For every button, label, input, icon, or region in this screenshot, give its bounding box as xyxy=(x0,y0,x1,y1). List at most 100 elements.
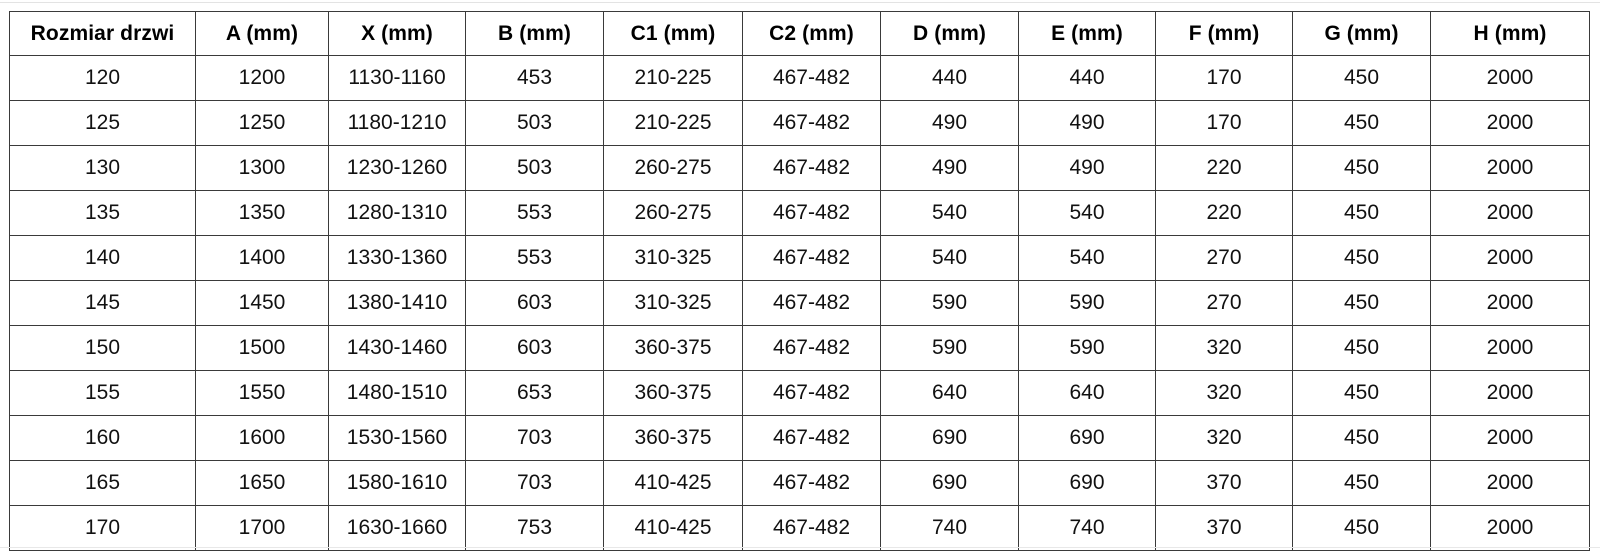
table-cell-r3-c0: 135 xyxy=(9,190,196,236)
table-row: 125 1250 1180-1210 503 210-225 467-482 490 490 1… xyxy=(9,100,1590,146)
table-cell-r10-c8: 370 xyxy=(1155,505,1293,551)
table-cell-r9-c7: 690 xyxy=(1018,460,1156,506)
table-cell-r6-c8: 320 xyxy=(1155,325,1293,371)
table-row: 145 1450 1380-1410 603 310-325 467-482 590 590 2… xyxy=(9,280,1590,326)
column-header-6: D (mm) xyxy=(880,11,1019,56)
table-cell-r7-c4: 360-375 xyxy=(603,370,743,416)
table-cell-r4-c7: 540 xyxy=(1018,235,1156,281)
table-cell-r4-c8: 270 xyxy=(1155,235,1293,281)
table-cell-r3-c4: 260-275 xyxy=(603,190,743,236)
table-cell-r4-c4: 310-325 xyxy=(603,235,743,281)
table-cell-r6-c7: 590 xyxy=(1018,325,1156,371)
table-cell-r7-c7: 640 xyxy=(1018,370,1156,416)
table-cell-r6-c2: 1430-1460 xyxy=(328,325,466,371)
spec-table-container: Rozmiar drzwi A (mm) X (mm) B (mm) C1 (mm) C2… xyxy=(9,11,1590,551)
table-cell-r8-c1: 1600 xyxy=(195,415,329,461)
table-cell-r2-c6: 490 xyxy=(880,145,1019,191)
column-header-8: F (mm) xyxy=(1155,11,1293,56)
table-cell-r8-c4: 360-375 xyxy=(603,415,743,461)
table-cell-r2-c1: 1300 xyxy=(195,145,329,191)
table-header-row: Rozmiar drzwi A (mm) X (mm) B (mm) C1 (mm) C2… xyxy=(9,11,1590,56)
table-cell-r7-c8: 320 xyxy=(1155,370,1293,416)
table-cell-r3-c5: 467-482 xyxy=(742,190,881,236)
table-cell-r9-c1: 1650 xyxy=(195,460,329,506)
table-cell-r4-c2: 1330-1360 xyxy=(328,235,466,281)
column-header-7: E (mm) xyxy=(1018,11,1156,56)
table-cell-r0-c4: 210-225 xyxy=(603,55,743,101)
table-cell-r5-c10: 2000 xyxy=(1430,280,1590,326)
table-cell-r1-c1: 1250 xyxy=(195,100,329,146)
table-cell-r1-c3: 503 xyxy=(465,100,604,146)
table-cell-r4-c5: 467-482 xyxy=(742,235,881,281)
table-cell-r5-c7: 590 xyxy=(1018,280,1156,326)
table-cell-r8-c3: 703 xyxy=(465,415,604,461)
table-cell-r6-c4: 360-375 xyxy=(603,325,743,371)
table-row: 170 1700 1630-1660 753 410-425 467-482 740 740 3… xyxy=(9,505,1590,551)
table-cell-r4-c10: 2000 xyxy=(1430,235,1590,281)
table-cell-r5-c4: 310-325 xyxy=(603,280,743,326)
table-cell-r0-c5: 467-482 xyxy=(742,55,881,101)
table-cell-r2-c5: 467-482 xyxy=(742,145,881,191)
table-cell-r9-c4: 410-425 xyxy=(603,460,743,506)
table-cell-r10-c1: 1700 xyxy=(195,505,329,551)
table-cell-r5-c2: 1380-1410 xyxy=(328,280,466,326)
table-cell-r7-c9: 450 xyxy=(1292,370,1431,416)
table-cell-r1-c0: 125 xyxy=(9,100,196,146)
table-cell-r0-c2: 1130-1160 xyxy=(328,55,466,101)
table-cell-r3-c2: 1280-1310 xyxy=(328,190,466,236)
column-header-1: A (mm) xyxy=(195,11,329,56)
table-cell-r7-c5: 467-482 xyxy=(742,370,881,416)
table-cell-r1-c8: 170 xyxy=(1155,100,1293,146)
table-cell-r3-c8: 220 xyxy=(1155,190,1293,236)
table-cell-r1-c5: 467-482 xyxy=(742,100,881,146)
door-size-dimension-table: Rozmiar drzwi A (mm) X (mm) B (mm) C1 (mm) C2… xyxy=(9,11,1590,551)
table-cell-r2-c4: 260-275 xyxy=(603,145,743,191)
table-row: 160 1600 1530-1560 703 360-375 467-482 690 690 3… xyxy=(9,415,1590,461)
table-cell-r7-c3: 653 xyxy=(465,370,604,416)
table-cell-r9-c0: 165 xyxy=(9,460,196,506)
table-cell-r9-c3: 703 xyxy=(465,460,604,506)
table-cell-r7-c2: 1480-1510 xyxy=(328,370,466,416)
table-cell-r4-c0: 140 xyxy=(9,235,196,281)
table-cell-r5-c0: 145 xyxy=(9,280,196,326)
table-cell-r4-c3: 553 xyxy=(465,235,604,281)
table-row: 155 1550 1480-1510 653 360-375 467-482 640 640 3… xyxy=(9,370,1590,416)
table-cell-r0-c0: 120 xyxy=(9,55,196,101)
table-cell-r0-c10: 2000 xyxy=(1430,55,1590,101)
column-header-10: H (mm) xyxy=(1430,11,1590,56)
table-cell-r8-c6: 690 xyxy=(880,415,1019,461)
table-cell-r10-c10: 2000 xyxy=(1430,505,1590,551)
table-cell-r2-c0: 130 xyxy=(9,145,196,191)
table-cell-r8-c0: 160 xyxy=(9,415,196,461)
column-header-0: Rozmiar drzwi xyxy=(9,11,196,56)
table-cell-r8-c10: 2000 xyxy=(1430,415,1590,461)
table-row: 135 1350 1280-1310 553 260-275 467-482 540 540 2… xyxy=(9,190,1590,236)
table-cell-r1-c4: 210-225 xyxy=(603,100,743,146)
table-cell-r9-c8: 370 xyxy=(1155,460,1293,506)
column-header-4: C1 (mm) xyxy=(603,11,743,56)
table-cell-r7-c1: 1550 xyxy=(195,370,329,416)
table-cell-r10-c3: 753 xyxy=(465,505,604,551)
table-cell-r6-c1: 1500 xyxy=(195,325,329,371)
table-cell-r7-c6: 640 xyxy=(880,370,1019,416)
column-header-3: B (mm) xyxy=(465,11,604,56)
table-row: 150 1500 1430-1460 603 360-375 467-482 590 590 3… xyxy=(9,325,1590,371)
table-cell-r4-c6: 540 xyxy=(880,235,1019,281)
table-cell-r5-c3: 603 xyxy=(465,280,604,326)
table-cell-r10-c5: 467-482 xyxy=(742,505,881,551)
table-cell-r10-c6: 740 xyxy=(880,505,1019,551)
table-cell-r5-c8: 270 xyxy=(1155,280,1293,326)
table-cell-r2-c10: 2000 xyxy=(1430,145,1590,191)
table-cell-r7-c0: 155 xyxy=(9,370,196,416)
table-cell-r0-c6: 440 xyxy=(880,55,1019,101)
table-cell-r8-c7: 690 xyxy=(1018,415,1156,461)
table-cell-r6-c0: 150 xyxy=(9,325,196,371)
table-cell-r5-c1: 1450 xyxy=(195,280,329,326)
table-body: 120 1200 1130-1160 453 210-225 467-482 440 440 1… xyxy=(9,55,1590,551)
table-cell-r2-c7: 490 xyxy=(1018,145,1156,191)
table-cell-r6-c9: 450 xyxy=(1292,325,1431,371)
table-cell-r6-c6: 590 xyxy=(880,325,1019,371)
table-cell-r7-c10: 2000 xyxy=(1430,370,1590,416)
table-cell-r3-c3: 553 xyxy=(465,190,604,236)
